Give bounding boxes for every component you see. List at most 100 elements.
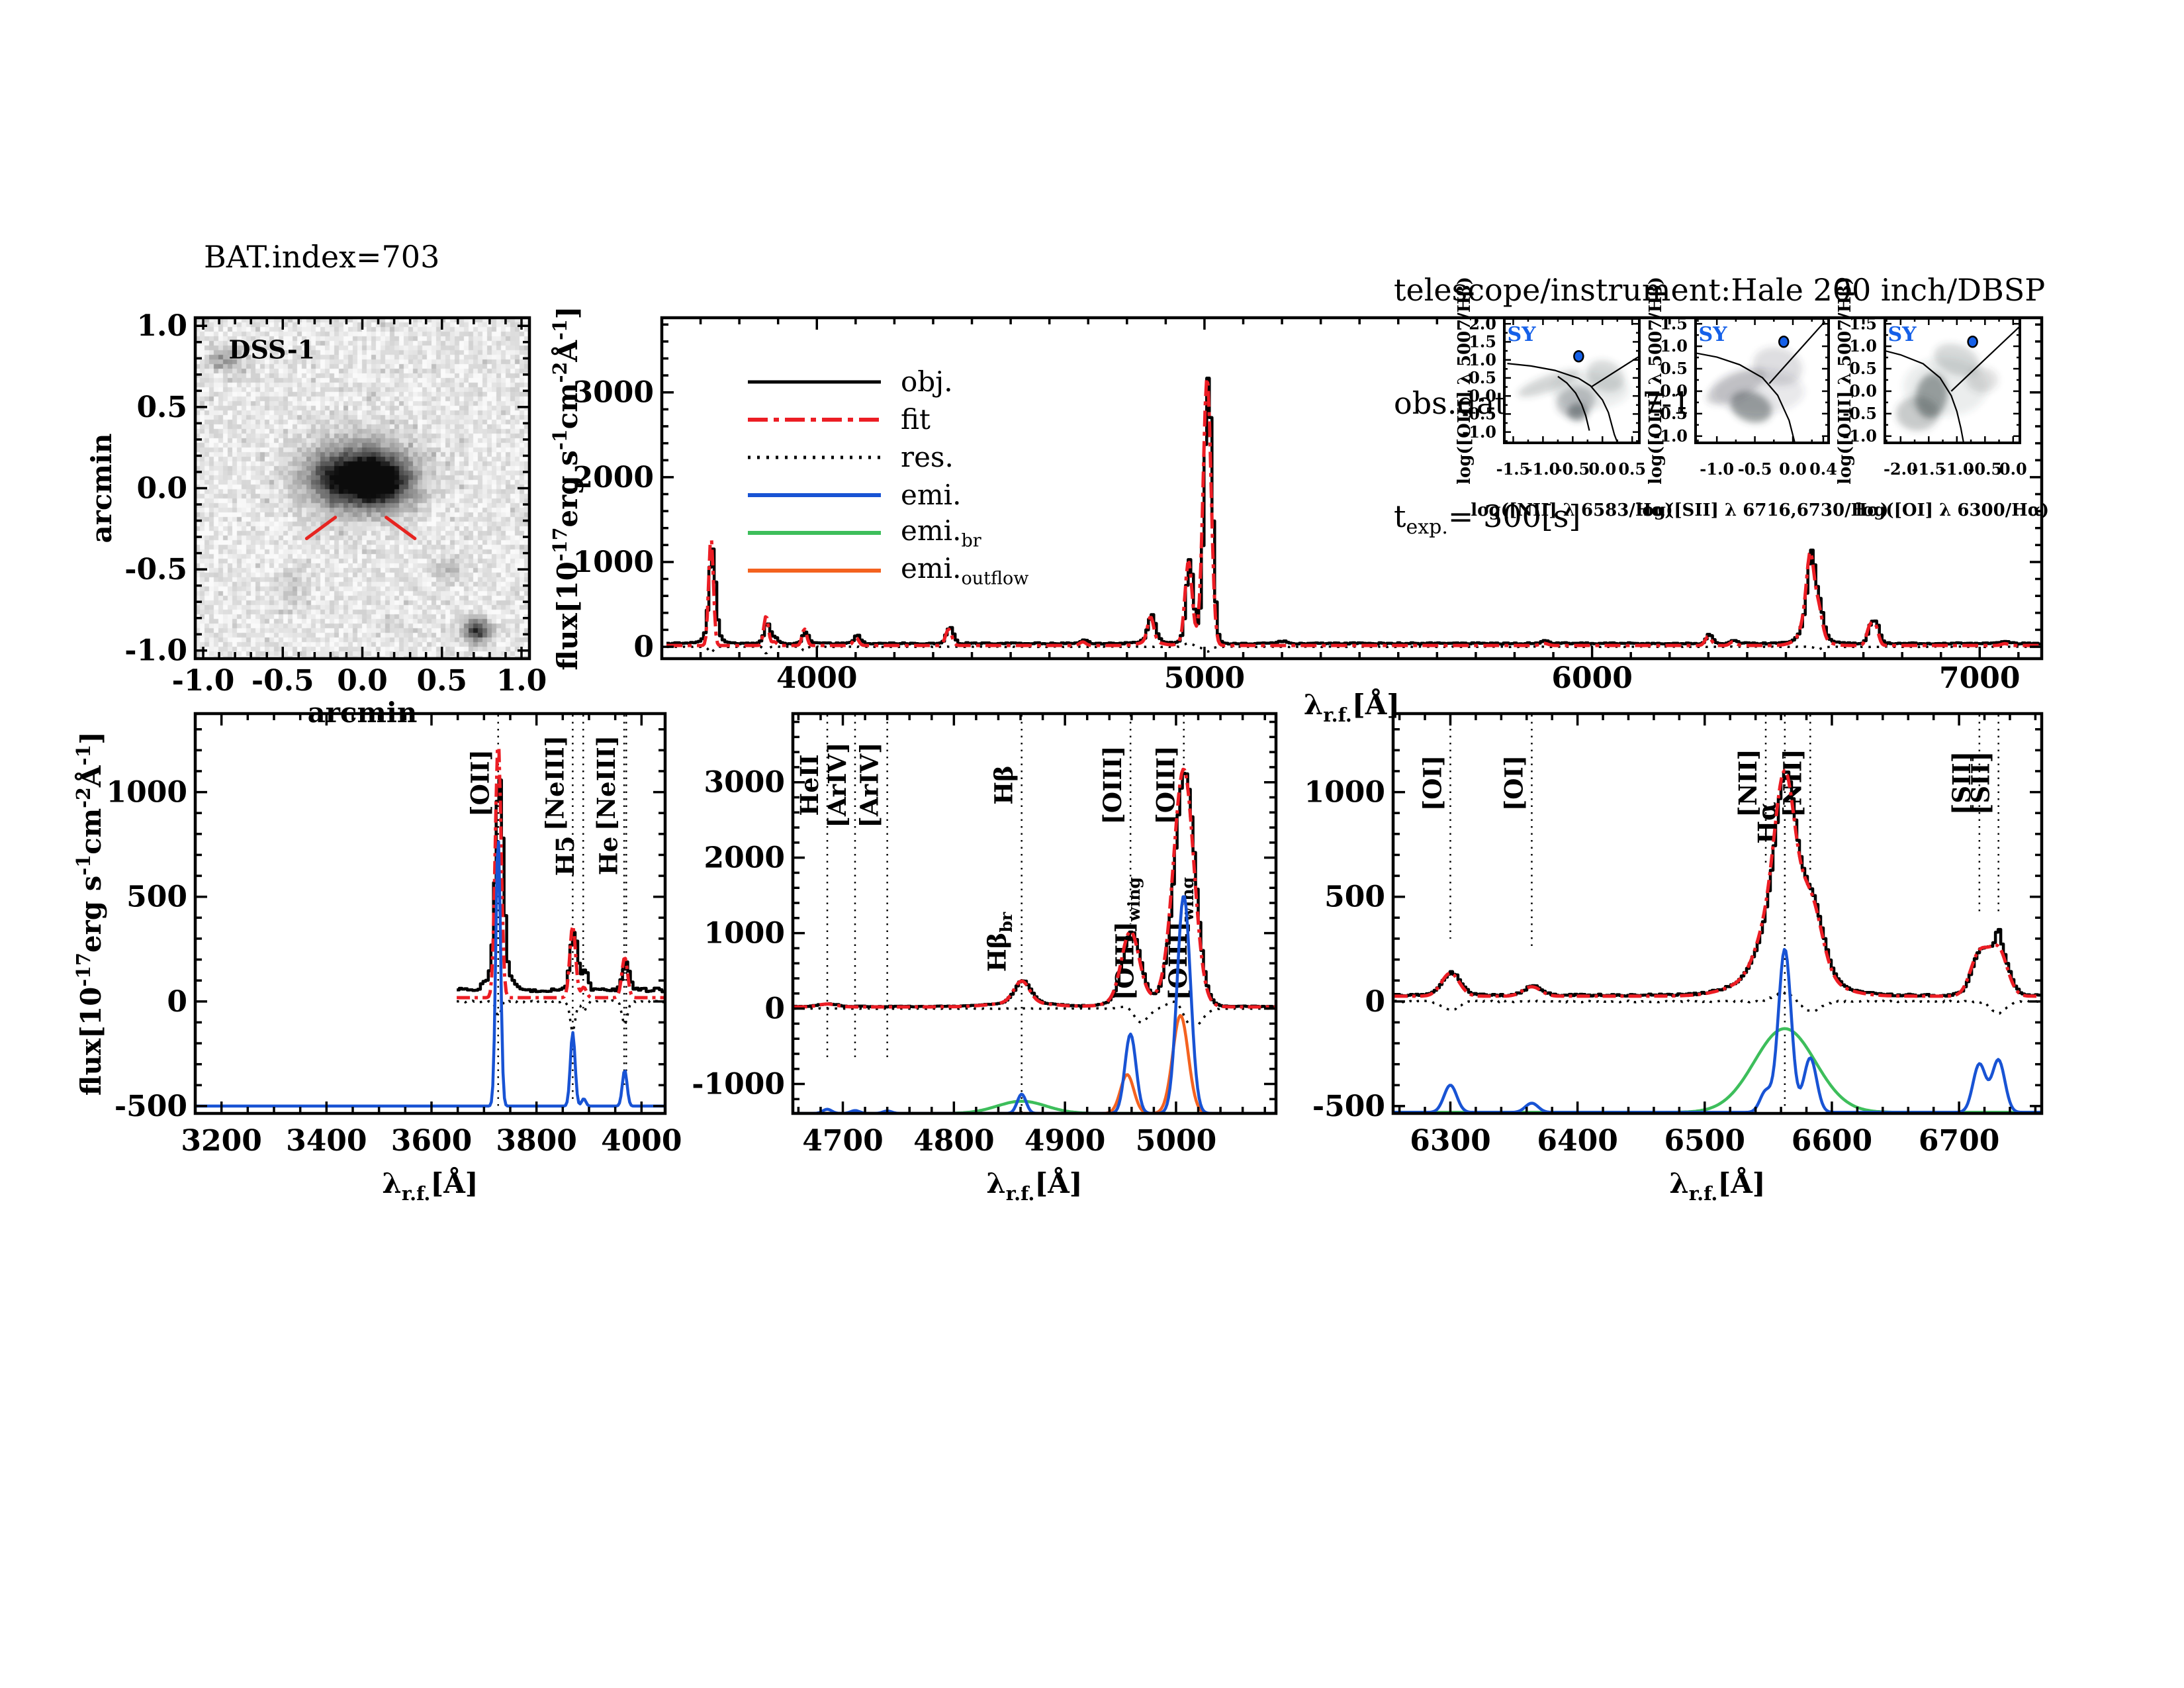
bpt-sii-xtick: -1.0 xyxy=(1700,459,1734,479)
bpt-nii-ytick: 2.0 xyxy=(1469,314,1496,333)
dss-image xyxy=(195,318,529,659)
main-spectrum-panel-series xyxy=(666,377,2042,655)
main-spectrum-panel-frame xyxy=(660,316,2044,661)
panel-hbeta-oiii: HeII[ArIV] [ArIV] HβHβbr[OIII][OIII]wing[O… xyxy=(692,712,1278,1205)
panel-oii-xtick: 3200 xyxy=(181,1124,261,1158)
bpt-sii-ylabel: log([OIII] λ 5007/Hβ) xyxy=(1646,277,1666,485)
legend-line-sample xyxy=(748,530,881,535)
legend-line-sample xyxy=(748,568,881,573)
panel-oii-axes: 3200 3400 3600 3800 4000 -500 0 500 1000 λr.f.[Å]… xyxy=(72,714,682,1205)
panel-oii-xtick: 3400 xyxy=(286,1124,367,1158)
texp-value: = 300[s] xyxy=(1447,498,1581,534)
panel-hbeta-oiii-series-fit xyxy=(794,767,1275,1009)
panel-oii-xtick: 4000 xyxy=(601,1124,682,1158)
texp-symbol: t xyxy=(1394,498,1406,534)
marker-label: [ArIV] xyxy=(823,742,852,827)
panel-halpha-xtick: 6400 xyxy=(1537,1124,1617,1158)
marker-label: [SII] xyxy=(1947,751,1976,815)
main-spectrum-panel-xlabel: λr.f.[Å] xyxy=(1304,688,1400,726)
bpt-sii-ytick: -1.0 xyxy=(1653,426,1688,445)
density-blob xyxy=(1551,372,1629,409)
bpt-sii-xtick: -0.5 xyxy=(1738,459,1772,479)
bpt-nii-xtick: 0.0 xyxy=(1588,459,1616,479)
bpt-oi-xtick: -0.5 xyxy=(1968,459,2002,479)
main-spectrum-panel: 4000 5000 6000 7000 0 1000 2000 3000 λr.f.[Å] flu… xyxy=(549,306,2044,726)
bpt-nii-ytick: -1.0 xyxy=(1462,422,1496,442)
panel-hbeta-oiii-series-emi_outflow xyxy=(794,1013,1275,1113)
panel-oii-ylabel: flux[10-17erg s-1cm-2Å-1] xyxy=(72,731,107,1096)
dss-panel-ylabel: arcmin xyxy=(85,434,118,543)
dss-panel-frame xyxy=(193,316,531,661)
dss-panel-xtick: 0.0 xyxy=(337,664,388,698)
panel-oii-ytick: -500 xyxy=(114,1090,187,1123)
bpt-oi-galaxy-point xyxy=(1967,336,1978,348)
panel-oii: [OII] [NeIII] H5 [NeIII] He 3200 3400 3600 3800 4… xyxy=(72,712,682,1205)
dss-panel-xtick: 1.0 xyxy=(496,664,547,698)
bpt-sii-axes: -1.0 -0.5 0.0 0.4-1.0-0.50.00.51.01.5log([S… xyxy=(1636,277,1889,520)
panel-halpha-series-obj xyxy=(1394,770,2042,998)
telescope-instrument: telescope/instrument:Hale 200 inch/DBSP xyxy=(1394,272,2046,308)
panel-halpha-series-emi_br xyxy=(1394,1027,2041,1113)
panel-hbeta-oiii-ytick: -1000 xyxy=(692,1068,785,1102)
dss-panel: -1.0 -0.5 0.0 0.5 1.0 -1.0 -0.5 0.0 0.5 1.0 arcmin… xyxy=(85,309,547,729)
panel-hbeta-oiii-series-emi_br xyxy=(794,1100,1275,1113)
bpt-nii-ytick: 0.5 xyxy=(1469,368,1496,387)
main-spectrum-panel-xtick: 5000 xyxy=(1164,661,1245,695)
dss-panel-ytick: 0.0 xyxy=(136,471,187,505)
panel-halpha-ytick: -500 xyxy=(1312,1090,1385,1123)
legend-label: emi.outflow xyxy=(901,551,1029,589)
bpt-oi-xtick: -1.5 xyxy=(1911,459,1946,479)
panel-hbeta-oiii-xtick: 4700 xyxy=(802,1124,883,1158)
slit-mark xyxy=(304,516,338,541)
panel-halpha-series-emi xyxy=(1394,948,2041,1113)
legend-label: emi. xyxy=(901,479,962,511)
bpt-oi-xtick: 0.0 xyxy=(1999,459,2027,479)
panel-oii-series-emi xyxy=(195,840,665,1108)
legend-label: fit xyxy=(901,403,931,436)
panel-oii-xlabel: λr.f.[Å] xyxy=(382,1166,478,1205)
main-spectrum-panel-xtick: 4000 xyxy=(776,661,857,695)
bpt-oi-ytick: -0.5 xyxy=(1843,404,1877,423)
panel-hbeta-oiii-ytick: 3000 xyxy=(704,766,785,800)
panel-halpha-series-fit xyxy=(1394,769,2041,998)
panel-hbeta-oiii-xtick: 4800 xyxy=(913,1124,994,1158)
bpt-nii-frame xyxy=(1503,317,1641,444)
dss-panel-xtick: 0.5 xyxy=(416,664,467,698)
marker-label: [OII] xyxy=(466,749,495,817)
main-spectrum-panel-xtick: 7000 xyxy=(1939,661,2020,695)
legend: obj. fit res. emi. emi.br emi.outflow xyxy=(747,363,1028,589)
bpt-nii-xlabel: log([NII] λ 6583/Hα) xyxy=(1471,500,1672,520)
bat-index: BAT.index=703 xyxy=(204,239,440,275)
panel-hbeta-oiii-xtick: 5000 xyxy=(1136,1124,1216,1158)
panel-hbeta-oiii-axes: 4700 4800 4900 5000 -1000 0 1000 2000 3000 λr.f.[… xyxy=(692,714,1276,1205)
bpt-sii-ytick: 0.0 xyxy=(1660,381,1688,400)
panel-halpha-xtick: 6500 xyxy=(1664,1124,1745,1158)
bpt-nii-ytick: 0.0 xyxy=(1469,386,1496,405)
bpt-nii-ytick: -0.5 xyxy=(1462,404,1496,424)
legend-item-0: obj. xyxy=(747,363,1028,400)
dss-panel-xtick: -1.0 xyxy=(172,664,235,698)
legend-label: emi.br xyxy=(901,514,981,551)
legend-item-3: emi. xyxy=(747,476,1028,514)
bpt-nii-xtick: 0.5 xyxy=(1618,459,1646,479)
marker-label: [OIII] xyxy=(1098,745,1127,824)
bpt-nii-ytick: 1.0 xyxy=(1469,350,1496,369)
demarcation-curve xyxy=(1885,350,1965,443)
bpt-oi-axes: -2.0-1.5-1.0-0.50.0-1.0-0.50.00.51.01.5l… xyxy=(1835,277,2049,520)
demarcation-curve xyxy=(1696,352,1796,443)
marker-label: Hβ xyxy=(989,765,1019,805)
bpt-nii-xtick: -1.5 xyxy=(1496,459,1531,479)
dss-panel-axes: -1.0 -0.5 0.0 0.5 1.0 -1.0 -0.5 0.0 0.5 1.0 arcmin… xyxy=(85,309,547,729)
bpt-sii-ytick: 1.0 xyxy=(1660,336,1688,355)
marker-label: [OI] xyxy=(1418,755,1447,812)
dss-panel-ytick: 1.0 xyxy=(136,309,187,343)
bpt-oi-ytick: 0.0 xyxy=(1849,381,1877,400)
bpt-nii-galaxy-point xyxy=(1573,350,1584,363)
bpt-sii-ytick: 0.5 xyxy=(1660,359,1688,378)
bpt-nii-ytick: 1.5 xyxy=(1469,332,1496,352)
bpt-nii-xtick: -0.5 xyxy=(1555,459,1590,479)
panel-oii-series-res xyxy=(457,999,665,1033)
panel-oii-markers: [OII] [NeIII] H5 [NeIII] He xyxy=(466,715,627,1107)
bpt-sii-ytick: -0.5 xyxy=(1653,404,1688,423)
